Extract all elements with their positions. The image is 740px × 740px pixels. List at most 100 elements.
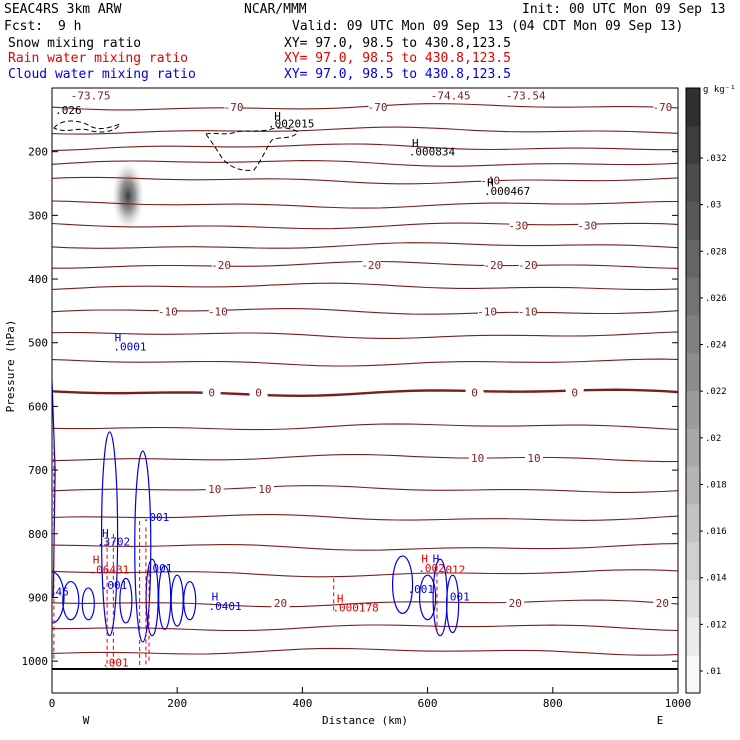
isotherm-label-bg: [368, 101, 387, 113]
contour-annotation: .3702: [97, 535, 130, 548]
colorbar-tick-label: .022: [705, 387, 727, 397]
y-tick-label: 400: [28, 273, 48, 286]
isotherm-label-bg: [271, 597, 290, 609]
cloud-water-contour: [183, 580, 197, 621]
cloud-water-contour: [170, 574, 184, 627]
cloud-water-contour: [391, 555, 414, 614]
contour-annotation: .46: [49, 586, 69, 599]
colorbar-tick-label: .024: [705, 341, 727, 351]
isotherm-label-bg: [224, 101, 243, 113]
cloud-water-contour: [134, 450, 152, 643]
isotherm-line: [52, 160, 678, 167]
colorbar-tick-label: .016: [705, 527, 727, 537]
isotherm-label-bg: [518, 305, 537, 317]
contour-annotation: .0001: [113, 340, 146, 353]
isotherm-label-bg: [465, 386, 484, 398]
header-fcst-label: Fcst:: [4, 19, 43, 34]
isotherm-label-bg: [255, 483, 274, 495]
isotherm-label-bg: [484, 259, 503, 271]
contour-annotation: .001: [101, 579, 128, 592]
isotherm-label: -70: [224, 101, 244, 114]
contour-annotation: .000834: [409, 146, 456, 159]
isotherm-label: 10: [208, 483, 221, 496]
isotherm-label: -20: [361, 259, 381, 272]
contour-annotation: .001: [443, 591, 470, 604]
cloud-water-contour: [158, 565, 172, 630]
contour-annotation: -73.75: [71, 89, 111, 102]
isotherm-line: [52, 423, 678, 431]
x-tick-label: 1000: [665, 697, 692, 710]
isotherm-line: [52, 485, 678, 493]
isotherm-label: 0: [471, 386, 478, 399]
contour-annotation: H: [93, 554, 100, 567]
isotherm-label: -70: [368, 101, 388, 114]
isotherm-label: 0: [255, 386, 262, 399]
colorbar-swatch: [686, 163, 700, 202]
contour-annotation: .012: [439, 563, 466, 576]
isotherm-label: 0: [571, 386, 578, 399]
header-org: NCAR/MMM: [244, 2, 307, 17]
contour-annotation: H: [421, 552, 428, 565]
y-tick-label: 300: [28, 209, 48, 222]
isotherm-label: -40: [480, 174, 500, 187]
contour-annotation: H: [433, 552, 440, 565]
isotherm-line: [52, 242, 678, 249]
isotherm-line: [52, 126, 678, 135]
field-name-snow: Snow mixing ratio: [8, 36, 141, 51]
isotherm-label-bg: [653, 101, 672, 113]
contour-annotation: .001: [146, 562, 173, 575]
isotherm-label-bg: [249, 386, 268, 398]
colorbar-swatch: [686, 541, 700, 581]
isotherm-line: [52, 222, 678, 230]
colorbar-swatch: [686, 277, 700, 316]
colorbar-swatch: [686, 352, 700, 391]
x-tick-label: 0: [49, 697, 56, 710]
contour-annotation: H: [212, 591, 219, 604]
cloud-water-contour: [119, 577, 133, 624]
isotherm-line: [52, 454, 678, 463]
contour-annotation: .000467: [484, 185, 530, 198]
isotherm-label: -10: [477, 306, 497, 319]
isotherm-line: [52, 388, 678, 398]
isotherm-label: 20: [656, 597, 669, 610]
colorbar-swatch: [686, 655, 700, 694]
cloud-water-contour: [62, 580, 80, 621]
y-tick-label: 200: [28, 146, 48, 159]
colorbar-swatch: [686, 314, 700, 354]
plot-area: -70 -70 -70 -40 -30 -30 -20 -20 -20 -20 -10 -10 -10 -…: [49, 89, 678, 670]
isotherm-line: [52, 200, 678, 209]
field-name-cloud-water: Cloud water mixing ratio: [8, 67, 196, 82]
colorbar-tick-label: .012: [705, 620, 727, 630]
isotherm-line: [52, 599, 678, 608]
cloud-water-contour: [81, 587, 95, 621]
contour-annotation: -74.45: [431, 89, 471, 102]
isotherm-line: [52, 624, 678, 632]
contour-annotation: .000178: [332, 601, 378, 614]
x-tick-label: 400: [292, 697, 312, 710]
isotherm-label: 20: [509, 597, 522, 610]
contour-annotation: H: [274, 110, 281, 123]
header-init: Init: 00 UTC Mon 09 Sep 13: [522, 2, 726, 17]
colorbar-tick-label: .03: [705, 201, 721, 211]
isotherm-line: [52, 647, 678, 656]
x-tick-label: 600: [418, 697, 438, 710]
ice-contour-center: [205, 127, 299, 171]
isotherm-label-bg: [565, 386, 584, 398]
isotherm-line: [52, 176, 678, 185]
plot-frame: [51, 87, 679, 694]
field-xy-rain: XY= 97.0, 98.5 to 430.8,123.5: [284, 51, 511, 66]
isotherm-line: [52, 543, 678, 551]
isotherm-line: [52, 143, 678, 152]
isotherm-label-bg: [509, 219, 528, 231]
colorbar-tick-label: .018: [705, 480, 727, 490]
isotherm-label-bg: [525, 452, 544, 464]
colorbar-tick-label: .02: [705, 434, 721, 444]
colorbar-swatch: [686, 201, 700, 240]
isotherm-line: [52, 358, 678, 367]
isotherm-label-bg: [468, 452, 487, 464]
colorbar-frame: [685, 87, 701, 694]
ice-contour-left: [53, 120, 121, 133]
colorbar-tick-label: .01: [705, 667, 721, 677]
y-tick-label: 800: [28, 528, 48, 541]
isotherm-label: -30: [508, 220, 528, 233]
